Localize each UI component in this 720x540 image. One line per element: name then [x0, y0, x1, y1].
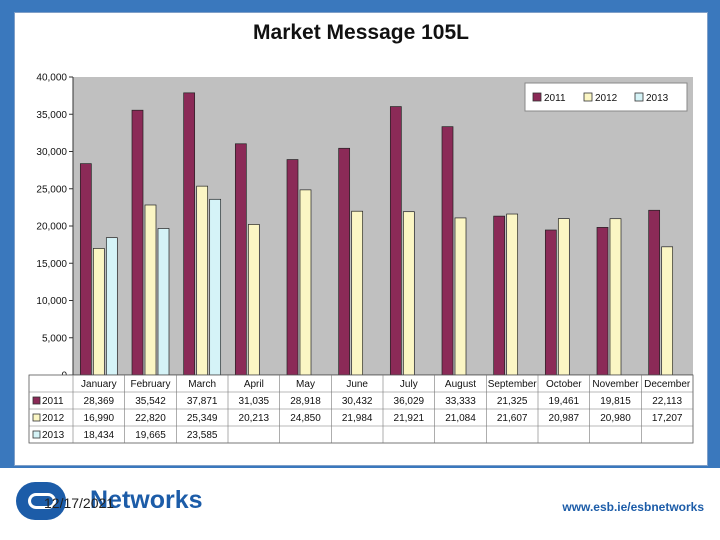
bar [544, 229, 557, 376]
table-value: 35,542 [135, 396, 166, 407]
bar [557, 218, 570, 376]
table-value: 19,665 [135, 430, 166, 441]
y-tick-label: 25,000 [36, 184, 67, 195]
table-value: 25,349 [187, 413, 218, 424]
brand-name: Networks [90, 486, 203, 514]
bar [286, 159, 299, 376]
bar [596, 227, 609, 376]
table-legend-swatch [32, 413, 41, 422]
bar [144, 204, 157, 376]
table-legend-swatch [32, 396, 41, 405]
table-value: 22,820 [135, 413, 166, 424]
bar [609, 218, 622, 376]
bar [338, 147, 351, 376]
x-category-label: December [644, 379, 691, 390]
legend-label: 2013 [646, 93, 669, 104]
x-category-label: September [488, 379, 538, 390]
bar [209, 198, 222, 376]
table-value: 20,987 [549, 413, 580, 424]
y-tick-label: 15,000 [36, 259, 67, 270]
table-value: 24,850 [290, 413, 321, 424]
table-value: 16,990 [84, 413, 115, 424]
table-value: 21,607 [497, 413, 528, 424]
table-series-label: 2012 [42, 413, 65, 424]
table-value: 31,035 [239, 396, 270, 407]
table-value: 33,333 [445, 396, 476, 407]
bar [183, 92, 196, 376]
bar [131, 109, 144, 376]
table-series-label: 2013 [42, 430, 65, 441]
bar [493, 215, 506, 376]
bar [661, 246, 674, 376]
table-value: 19,815 [600, 396, 631, 407]
slide-date: 12/17/2021 [44, 495, 115, 511]
bar [441, 126, 454, 376]
bar [105, 237, 118, 376]
table-legend-swatch [32, 430, 41, 439]
table-value: 36,029 [394, 396, 425, 407]
x-category-label: August [445, 379, 476, 390]
esb-logo-icon [16, 482, 66, 520]
x-category-label: July [400, 379, 418, 390]
footer-bar [0, 468, 720, 540]
bar [454, 217, 467, 376]
legend-label: 2011 [544, 93, 566, 104]
legend-swatch [634, 92, 644, 102]
x-category-label: February [130, 379, 170, 390]
bar [299, 189, 312, 376]
x-category-label: April [244, 379, 264, 390]
y-tick-label: 20,000 [36, 222, 67, 233]
bar [247, 224, 260, 376]
table-value: 23,585 [187, 430, 218, 441]
table-value: 30,432 [342, 396, 373, 407]
y-tick-label: 35,000 [36, 110, 67, 121]
bar [402, 211, 415, 376]
bar [389, 106, 402, 376]
table-value: 22,113 [652, 396, 682, 407]
bar [79, 163, 92, 376]
table-value: 17,207 [652, 413, 683, 424]
table-value: 21,921 [394, 413, 425, 424]
table-value: 20,980 [600, 413, 631, 424]
y-tick-label: 5,000 [42, 333, 67, 344]
x-category-label: March [188, 379, 216, 390]
table-value: 28,918 [290, 396, 321, 407]
x-category-label: May [296, 379, 315, 390]
x-category-label: November [592, 379, 639, 390]
x-category-label: January [81, 379, 117, 390]
table-value: 37,871 [187, 396, 218, 407]
table-value: 20,213 [239, 413, 270, 424]
bar-chart: 05,00010,00015,00020,00025,00030,00035,0… [28, 73, 694, 444]
table-value: 21,325 [497, 396, 528, 407]
table-series-label: 2011 [42, 396, 64, 407]
y-tick-label: 40,000 [36, 73, 67, 84]
y-tick-label: 30,000 [36, 147, 67, 158]
chart-title: Market Message 105L [253, 21, 469, 44]
bar [351, 210, 364, 376]
y-tick-label: 10,000 [36, 296, 67, 307]
table-value: 28,369 [84, 396, 115, 407]
legend-swatch [583, 92, 593, 102]
legend-swatch [532, 92, 542, 102]
legend-box [524, 82, 688, 112]
bar [648, 209, 661, 376]
table-value: 21,984 [342, 413, 373, 424]
bar [506, 213, 519, 376]
bar [234, 143, 247, 376]
x-category-label: June [346, 379, 368, 390]
bar [92, 248, 105, 376]
x-category-label: October [546, 379, 582, 390]
website-url: www.esb.ie/esbnetworks [562, 500, 704, 514]
plot-area [73, 77, 693, 375]
bar [157, 228, 170, 376]
table-value: 19,461 [549, 396, 580, 407]
bar [196, 185, 209, 376]
table-value: 21,084 [445, 413, 476, 424]
table-value: 18,434 [84, 430, 115, 441]
legend-label: 2012 [595, 93, 618, 104]
chart-panel: Market Message 105L 05,00010,00015,00020… [14, 12, 708, 466]
